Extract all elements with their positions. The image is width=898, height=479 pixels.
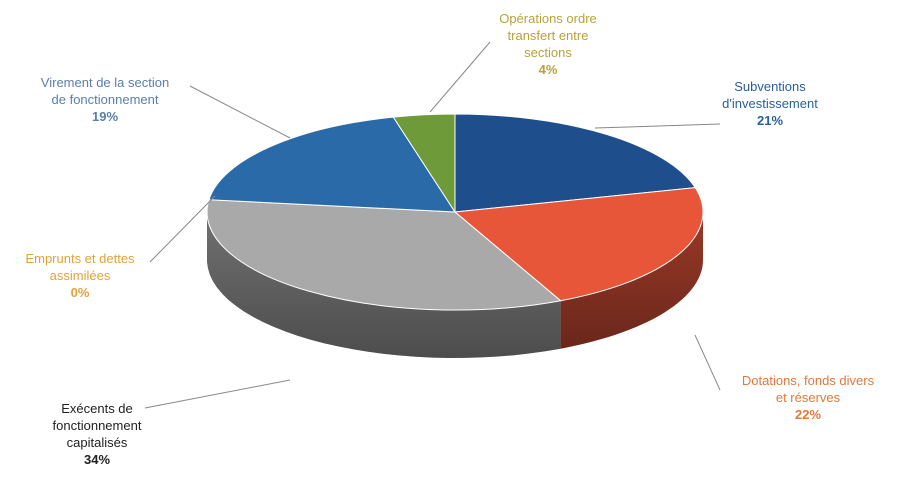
leader-line-2 <box>144 379 291 409</box>
slice-label-2: Exécents de fonctionnement capitalisés 34… <box>0 400 197 468</box>
leader-line-0 <box>594 123 721 129</box>
pie-3d-sides <box>207 212 703 358</box>
slice-label-5: Opérations ordre transfert entre section… <box>448 10 648 78</box>
pie-slice-4 <box>208 116 456 213</box>
slice-label-name: Virement de la section de fonctionnement <box>40 75 170 107</box>
slice-label-name: Dotations, fonds divers et réserves <box>741 373 875 405</box>
slice-label-percent: 34% <box>83 452 111 467</box>
pie-slice-5 <box>392 113 456 214</box>
slice-label-name: Exécents de fonctionnement capitalisés <box>52 401 142 450</box>
slice-label-percent: 22% <box>794 407 822 422</box>
slice-label-1: Dotations, fonds divers et réserves 22% <box>708 372 898 423</box>
slice-side-shade-2 <box>207 213 561 358</box>
slice-label-0: Subventions d'investissement 21% <box>670 78 870 129</box>
slice-label-name: Opérations ordre transfert entre section… <box>499 11 597 60</box>
pie-slice-1 <box>453 187 704 302</box>
pie-slice-2 <box>206 199 562 311</box>
slice-label-4: Virement de la section de fonctionnement… <box>5 74 205 125</box>
pie-slices <box>206 113 704 311</box>
slice-label-name: Subventions d'investissement <box>722 79 818 111</box>
leader-line-3 <box>149 195 216 263</box>
slice-label-3: Emprunts et dettes assimilées 0% <box>0 250 180 301</box>
leader-line-1 <box>694 334 721 391</box>
slice-label-percent: 4% <box>538 62 558 77</box>
leader-lines <box>144 41 721 409</box>
leader-line-4 <box>189 85 291 139</box>
pie-slice-0 <box>454 113 697 213</box>
slice-label-percent: 19% <box>91 109 119 124</box>
slice-label-percent: 21% <box>756 113 784 128</box>
slice-label-percent: 0% <box>70 285 90 300</box>
leader-line-5 <box>429 41 491 113</box>
slice-label-name: Emprunts et dettes assimilées <box>25 251 135 283</box>
slice-side-shade-1 <box>560 212 703 349</box>
